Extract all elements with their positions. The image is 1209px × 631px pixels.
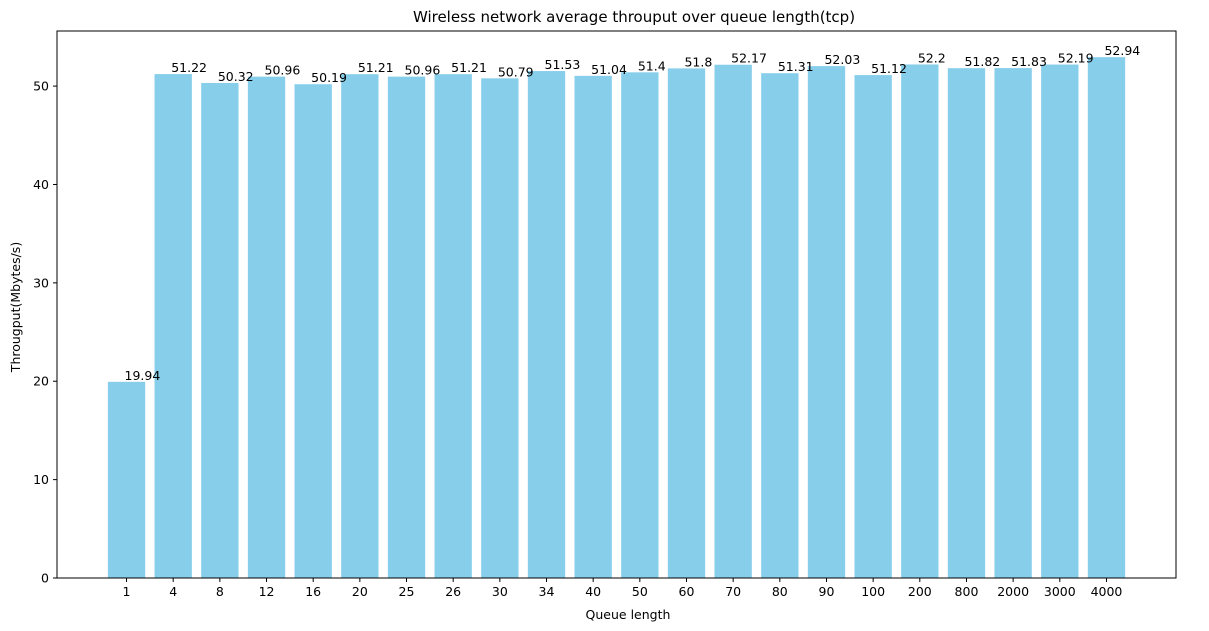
value-label-90: 52.03 xyxy=(824,52,860,67)
value-label-26: 51.21 xyxy=(451,60,487,75)
x-tick-label-50: 50 xyxy=(632,584,648,599)
x-tick-label-26: 26 xyxy=(445,584,461,599)
y-tick-label-20: 20 xyxy=(33,374,49,389)
value-label-12: 50.96 xyxy=(265,63,301,78)
bar-100 xyxy=(854,75,892,578)
bars-group xyxy=(107,57,1126,579)
x-tick-label-800: 800 xyxy=(955,584,979,599)
bar-4000 xyxy=(1087,57,1126,578)
x-tick-label-4000: 4000 xyxy=(1091,584,1123,599)
value-label-25: 50.96 xyxy=(405,63,441,78)
x-tick-label-90: 90 xyxy=(819,584,835,599)
x-tick-label-1: 1 xyxy=(123,584,131,599)
x-tick-label-8: 8 xyxy=(216,584,224,599)
value-label-800: 51.82 xyxy=(964,54,1000,69)
plot-frame xyxy=(56,30,1177,579)
x-tick-label-25: 25 xyxy=(399,584,415,599)
value-label-30: 50.79 xyxy=(498,64,534,79)
x-tick-label-200: 200 xyxy=(908,584,932,599)
value-label-4: 51.22 xyxy=(171,60,207,75)
bar-1 xyxy=(107,381,146,578)
y-tick-label-50: 50 xyxy=(33,79,49,94)
x-tick-label-70: 70 xyxy=(725,584,741,599)
x-tick-label-100: 100 xyxy=(861,584,885,599)
bar-40 xyxy=(574,75,612,578)
x-tick-label-40: 40 xyxy=(585,584,601,599)
value-label-200: 52.2 xyxy=(918,50,946,65)
bar-50 xyxy=(621,72,659,579)
value-label-4000: 52.94 xyxy=(1104,43,1140,58)
value-label-3000: 52.19 xyxy=(1058,51,1094,66)
value-label-40: 51.04 xyxy=(591,62,627,77)
value-label-2000: 51.83 xyxy=(1011,54,1047,69)
y-tick-label-30: 30 xyxy=(33,275,49,290)
y-axis-label: Througput(Mbytes/s) xyxy=(8,242,23,373)
value-label-50: 51.4 xyxy=(638,58,666,73)
bar-4 xyxy=(154,74,192,578)
x-axis: 1 4 8 12 16 20 25 26 30 34 40 50 60 70 80 90 100 200 800 20… xyxy=(123,578,1123,599)
bar-12 xyxy=(247,76,286,578)
bar-70 xyxy=(714,64,752,579)
y-tick-label-0: 0 xyxy=(41,571,49,586)
x-tick-label-2000: 2000 xyxy=(997,584,1029,599)
x-tick-label-4: 4 xyxy=(169,584,177,599)
bar-30 xyxy=(481,78,519,578)
x-tick-label-20: 20 xyxy=(352,584,368,599)
bar-34 xyxy=(527,71,566,578)
x-tick-label-16: 16 xyxy=(305,584,321,599)
x-axis-label: Queue length xyxy=(586,607,671,622)
bar-90 xyxy=(807,66,846,578)
value-labels-group: 19.94 51.22 50.32 50.96 50.19 51.21 50.96 51.21… xyxy=(125,43,1141,383)
x-tick-label-80: 80 xyxy=(772,584,788,599)
y-axis: 0 10 20 30 40 50 xyxy=(33,79,57,586)
value-label-1: 19.94 xyxy=(125,368,161,383)
value-label-100: 51.12 xyxy=(871,61,907,76)
x-tick-label-30: 30 xyxy=(492,584,508,599)
value-label-34: 51.53 xyxy=(545,57,581,72)
y-tick-label-40: 40 xyxy=(33,177,49,192)
value-label-70: 52.17 xyxy=(731,51,767,66)
x-tick-label-12: 12 xyxy=(259,584,275,599)
x-tick-label-34: 34 xyxy=(539,584,555,599)
bar-8 xyxy=(201,82,239,579)
bar-800 xyxy=(947,68,986,579)
value-label-16: 50.19 xyxy=(311,70,347,85)
bar-25 xyxy=(387,76,426,578)
x-tick-label-3000: 3000 xyxy=(1044,584,1076,599)
bar-200 xyxy=(901,64,939,578)
bar-3000 xyxy=(1041,64,1079,578)
bar-80 xyxy=(761,73,799,579)
bar-26 xyxy=(434,74,472,578)
bar-2000 xyxy=(994,68,1032,578)
value-label-20: 51.21 xyxy=(358,60,394,75)
value-label-60: 51.8 xyxy=(684,54,712,69)
y-tick-label-10: 10 xyxy=(33,472,49,487)
bar-60 xyxy=(667,68,706,579)
value-label-80: 51.31 xyxy=(778,59,814,74)
chart-title: Wireless network average throuput over q… xyxy=(413,8,855,26)
x-tick-label-60: 60 xyxy=(679,584,695,599)
bar-20 xyxy=(341,74,379,578)
value-label-8: 50.32 xyxy=(218,69,254,84)
bar-16 xyxy=(294,84,332,579)
